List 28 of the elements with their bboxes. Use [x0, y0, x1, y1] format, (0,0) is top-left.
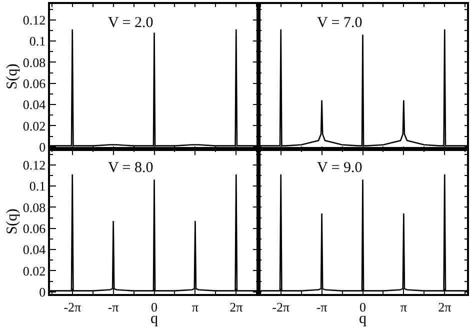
annotation: V = 8.0 [108, 160, 154, 176]
x-tick-label: -π [108, 299, 120, 314]
y-tick-label: 0 [39, 284, 46, 300]
y-tick-label: 0.08 [22, 54, 46, 70]
y-tick-label: 0.08 [22, 200, 46, 215]
y-tick-label: 0.1 [29, 178, 46, 194]
y-tick-label: 0.1 [29, 34, 46, 49]
annotation: V = 7.0 [317, 15, 362, 31]
y-tick-label: 0.06 [22, 76, 46, 91]
y-tick-label: 0 [39, 139, 46, 154]
y-tick-label: 0.06 [22, 220, 46, 236]
y-axis-title: S(q) [4, 64, 21, 90]
y-tick-label: 0.04 [22, 97, 46, 112]
x-tick-label: -π [316, 299, 328, 314]
x-tick-label: π [192, 299, 199, 314]
x-tick-label: π [400, 299, 408, 314]
x-tick-label: -2π [272, 299, 290, 314]
annotation: V = 2.0 [108, 15, 154, 31]
y-tick-label: 0.02 [22, 263, 46, 278]
x-tick-label: -2π [64, 299, 82, 314]
y-tick-label: 0.12 [22, 157, 46, 172]
y-tick-label: 0.02 [22, 118, 46, 134]
y-axis-title: S(q) [4, 208, 21, 234]
annotation: V = 9.0 [317, 160, 362, 176]
x-tick-label: 2π [230, 299, 244, 314]
y-tick-label: 0.12 [22, 12, 46, 28]
x-tick-label: 2π [438, 299, 452, 314]
y-tick-label: 0.04 [22, 242, 46, 258]
